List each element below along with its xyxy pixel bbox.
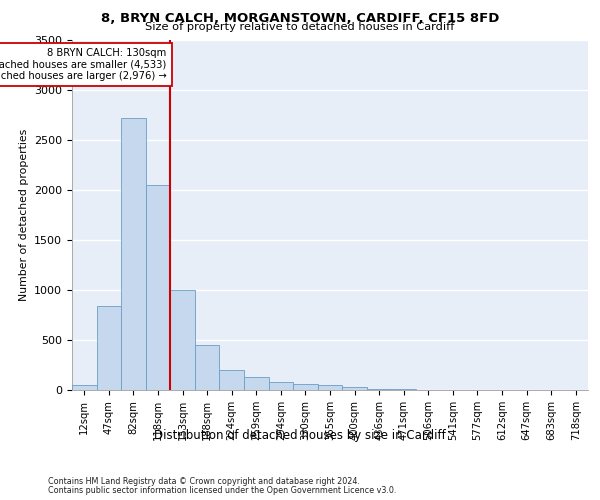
Text: 8, BRYN CALCH, MORGANSTOWN, CARDIFF, CF15 8FD: 8, BRYN CALCH, MORGANSTOWN, CARDIFF, CF1… [101,12,499,24]
Text: Contains public sector information licensed under the Open Government Licence v3: Contains public sector information licen… [48,486,397,495]
Bar [269,382,293,390]
Bar [391,389,416,390]
Text: Size of property relative to detached houses in Cardiff: Size of property relative to detached ho… [145,22,455,32]
Bar [318,384,342,390]
Text: Distribution of detached houses by size in Cardiff: Distribution of detached houses by size … [154,430,446,442]
Bar [72,384,97,390]
Text: 8 BRYN CALCH: 130sqm
← 60% of detached houses are smaller (4,533)
39% of semi-de: 8 BRYN CALCH: 130sqm ← 60% of detached h… [0,48,167,81]
Bar [367,388,391,390]
Bar [121,118,146,390]
Bar [195,345,220,390]
Bar [146,185,170,390]
Bar [293,384,318,390]
Bar [244,377,269,390]
Text: Contains HM Land Registry data © Crown copyright and database right 2024.: Contains HM Land Registry data © Crown c… [48,477,360,486]
Bar [342,387,367,390]
Y-axis label: Number of detached properties: Number of detached properties [19,129,29,301]
Bar [220,370,244,390]
Bar [170,290,195,390]
Bar [97,306,121,390]
